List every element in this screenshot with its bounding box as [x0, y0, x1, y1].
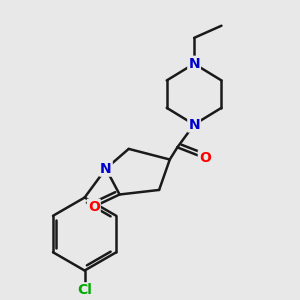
- Text: O: O: [88, 200, 100, 214]
- Text: N: N: [188, 57, 200, 71]
- Text: Cl: Cl: [77, 283, 92, 297]
- Text: O: O: [199, 151, 211, 165]
- Text: N: N: [188, 118, 200, 132]
- Text: N: N: [100, 162, 112, 176]
